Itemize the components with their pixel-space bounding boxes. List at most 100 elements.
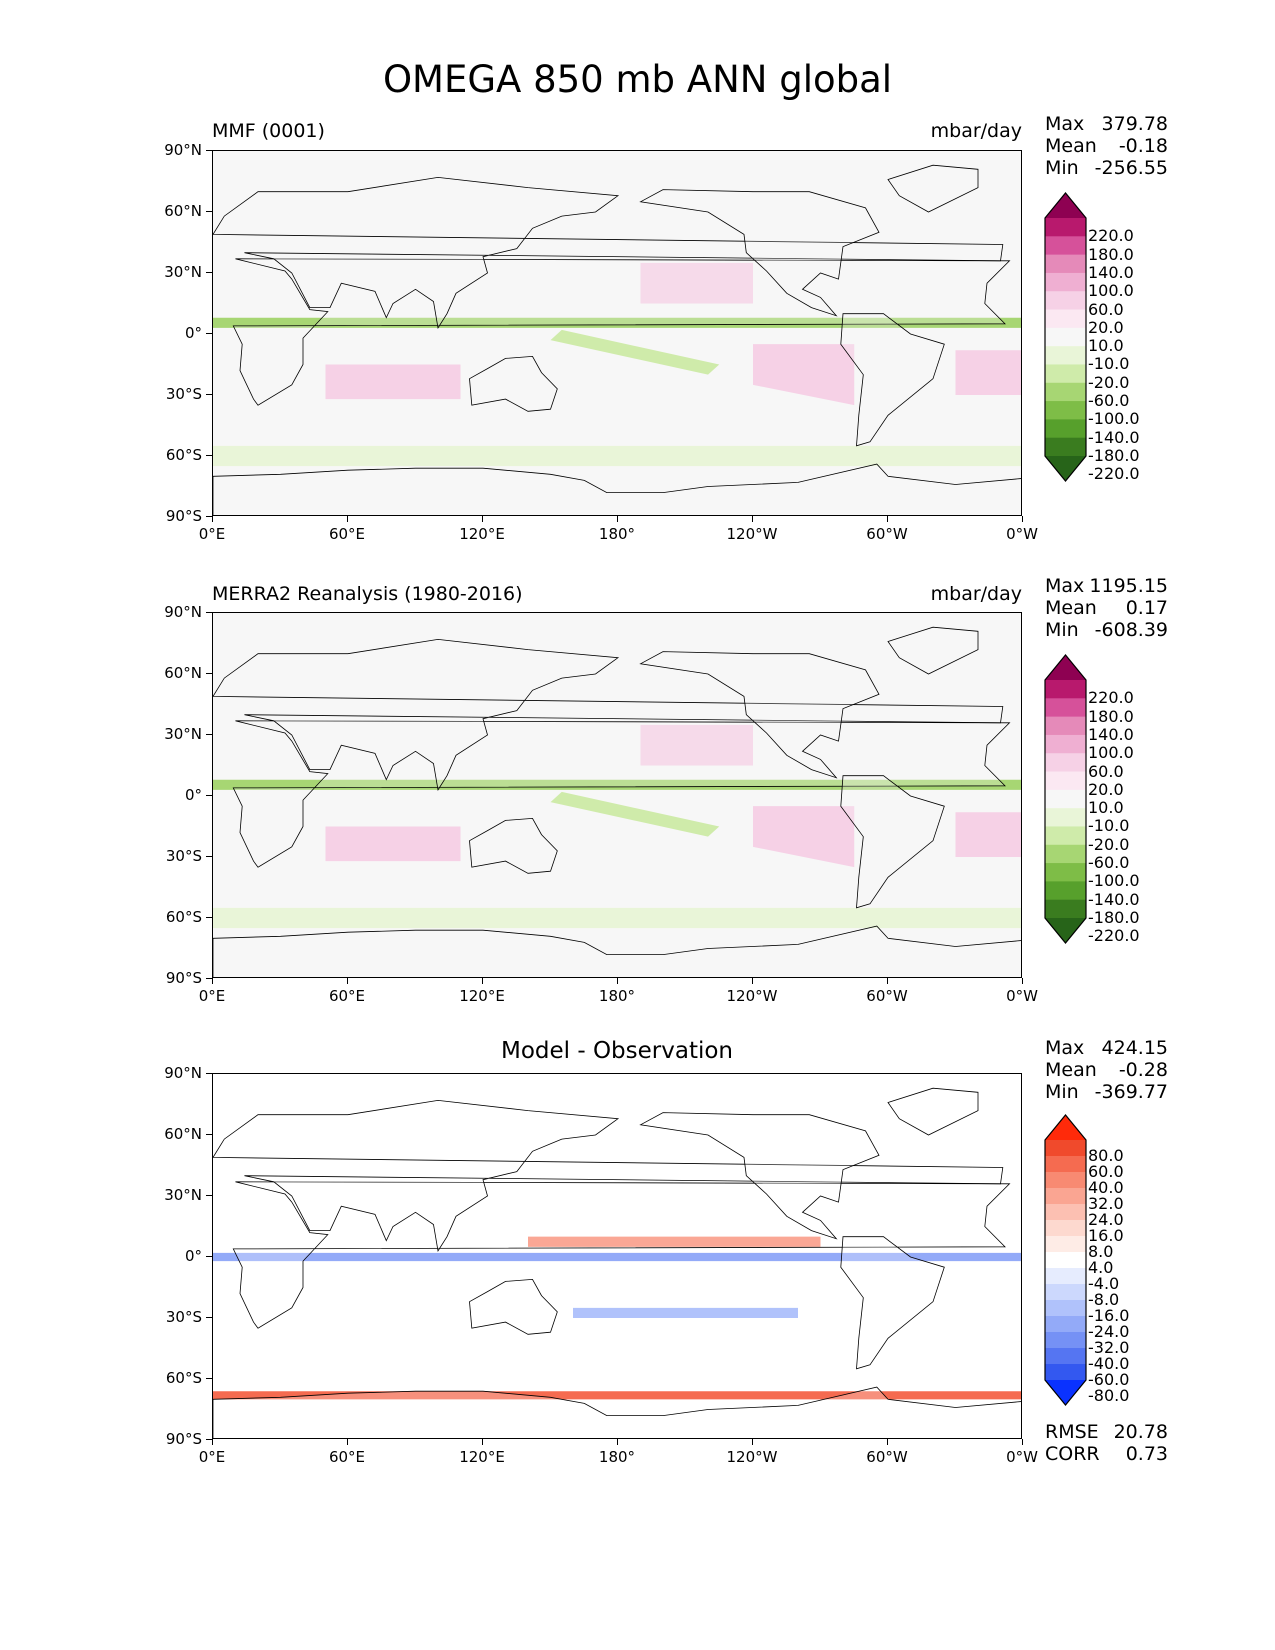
colorbar-label: -140.0	[1088, 427, 1140, 447]
colorbar-segment	[1045, 734, 1086, 754]
subsidence-south-pacific	[753, 344, 855, 406]
lat-tick-mark	[206, 611, 212, 613]
stat-label-corr: CORR	[1045, 1443, 1100, 1465]
colorbar-label: -100.0	[1088, 409, 1140, 429]
map-field-obs	[213, 613, 1021, 977]
map-model	[212, 150, 1022, 516]
south-america-coastline	[840, 313, 945, 447]
colorbar-label: -60.0	[1088, 391, 1130, 411]
lat-tick-label: 30°S	[165, 385, 202, 403]
lat-tick-mark	[206, 1255, 212, 1257]
colorbar-diff	[1044, 1114, 1087, 1406]
colorbar-label: -4.0	[1088, 1274, 1120, 1293]
colorbar-label: -140.0	[1088, 889, 1140, 909]
subsidence-south-pacific	[753, 806, 855, 868]
panel-title-model: MMF (0001)	[212, 120, 325, 142]
australia-coastline	[469, 355, 558, 412]
north-america-coastline	[639, 651, 880, 779]
colorbar-segment	[1045, 1268, 1086, 1285]
colorbar-label: 100.0	[1088, 281, 1134, 301]
australia-coastline	[469, 817, 558, 874]
eurasia-coastline	[213, 1099, 1004, 1252]
colorbar-label: 10.0	[1088, 798, 1124, 818]
lat-tick-mark	[206, 393, 212, 395]
lon-tick-mark	[751, 516, 753, 522]
lon-tick-label: 0°E	[198, 987, 226, 1005]
subsidence-indian	[325, 364, 461, 400]
colorbar-segment	[1045, 1284, 1086, 1301]
colorbar-segment	[1045, 218, 1086, 237]
lat-tick-mark	[206, 1194, 212, 1196]
lon-tick-label: 180°	[598, 987, 636, 1005]
lon-tick-label: 60°E	[328, 525, 366, 543]
colorbar-segment	[1045, 826, 1086, 846]
colorbar-segment	[1045, 364, 1086, 384]
stat-value-rmse: 20.78	[1113, 1421, 1168, 1443]
lon-tick-mark	[211, 1439, 213, 1445]
colorbar-segment	[1045, 346, 1086, 365]
panel-title-obs: MERRA2 Reanalysis (1980-2016)	[212, 583, 523, 605]
colorbar-label: -16.0	[1088, 1306, 1130, 1325]
colorbar-label: 60.0	[1088, 1162, 1124, 1181]
lon-tick-mark	[886, 1439, 888, 1445]
north-america-coastline	[639, 189, 880, 317]
map-diff	[212, 1073, 1022, 1439]
colorbar-label: -32.0	[1088, 1338, 1130, 1357]
lat-tick-label: 0°	[184, 324, 202, 342]
colorbar-segment	[1045, 899, 1086, 919]
lon-tick-label: 60°W	[866, 525, 908, 543]
stat-label-max: Max	[1045, 1037, 1085, 1059]
colorbar-label: 180.0	[1088, 244, 1134, 264]
colorbar-segment	[1045, 1140, 1086, 1157]
eurasia-coastline	[213, 638, 1004, 791]
stat-value-mean: -0.18	[1118, 135, 1168, 157]
southern-ocean-band	[213, 907, 1021, 929]
stat-label-mean: Mean	[1045, 135, 1097, 157]
colorbar-label: 20.0	[1088, 317, 1124, 337]
lon-tick-label: 120°W	[726, 1448, 778, 1466]
lat-tick-mark	[206, 1316, 212, 1318]
colorbar-segment	[1045, 437, 1086, 457]
colorbar-segment	[1045, 771, 1086, 791]
lat-tick-mark	[206, 1133, 212, 1135]
spcz-band	[550, 329, 720, 375]
colorbar-label: 220.0	[1088, 226, 1134, 246]
lat-tick-label: 60°N	[164, 202, 202, 220]
lon-tick-label: 0°W	[1006, 1448, 1038, 1466]
colorbar-label: -180.0	[1088, 908, 1140, 927]
colorbar-segment	[1045, 272, 1086, 292]
lon-tick-label: 60°W	[866, 987, 908, 1005]
colorbar-segment	[1045, 1204, 1086, 1221]
colorbar-segment	[1045, 254, 1086, 274]
colorbar-segment	[1045, 309, 1086, 329]
colorbar-obs	[1044, 654, 1087, 944]
subsidence-south-atlantic	[955, 812, 1021, 857]
colorbar-label: -60.0	[1088, 853, 1130, 873]
eurasia-coastline	[213, 176, 1004, 329]
lon-tick-mark	[346, 516, 348, 522]
colorbar-segment	[1045, 1332, 1086, 1349]
lat-tick-mark	[206, 515, 212, 517]
subsidence-north-pacific	[640, 724, 753, 766]
lat-tick-label: 30°S	[165, 847, 202, 865]
lat-tick-mark	[206, 977, 212, 979]
lat-tick-label: 60°N	[164, 664, 202, 682]
lat-tick-mark	[206, 210, 212, 212]
figure-title: OMEGA 850 mb ANN global	[382, 58, 893, 101]
lat-tick-mark	[206, 149, 212, 151]
lat-tick-label: 30°N	[164, 1186, 202, 1204]
stat-value-mean: 0.17	[1125, 597, 1168, 619]
lat-tick-mark	[206, 271, 212, 273]
colorbar-label: 180.0	[1088, 706, 1134, 726]
colorbar-extend-top	[1045, 1115, 1086, 1140]
lon-tick-mark	[211, 978, 213, 984]
colorbar-segment	[1045, 680, 1086, 699]
colorbar-label: -8.0	[1088, 1290, 1120, 1309]
colorbar-segment	[1045, 1316, 1086, 1333]
stat-label-max: Max	[1045, 575, 1085, 597]
colorbar-label: 60.0	[1088, 299, 1124, 319]
lat-tick-label: 60°S	[165, 908, 202, 926]
lat-tick-label: 60°S	[165, 446, 202, 464]
colorbar-segment	[1045, 382, 1086, 402]
colorbar-label: -24.0	[1088, 1322, 1130, 1341]
